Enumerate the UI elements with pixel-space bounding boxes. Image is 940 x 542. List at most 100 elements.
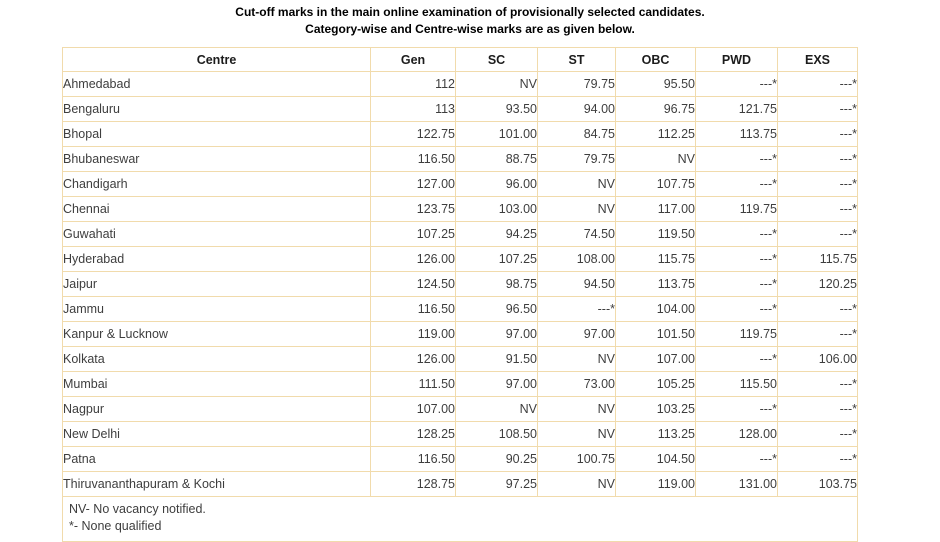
centre-cell: Chennai xyxy=(62,196,371,222)
page-title-line1: Cut-off marks in the main online examina… xyxy=(235,5,705,19)
value-cell-sc: 91.50 xyxy=(455,346,538,372)
centre-cell: Bhubaneswar xyxy=(62,146,371,172)
value-cell-obc: 107.75 xyxy=(615,171,696,197)
value-cell-gen: 126.00 xyxy=(370,246,456,272)
value-cell-st: 79.75 xyxy=(537,71,616,97)
value-cell-pwd: 119.75 xyxy=(695,196,778,222)
value-cell-pwd: ---* xyxy=(695,296,778,322)
centre-cell: Chandigarh xyxy=(62,171,371,197)
value-cell-exs: ---* xyxy=(777,146,858,172)
column-header-centre: Centre xyxy=(62,47,371,72)
table-row: Hyderabad 126.00 107.25 108.00 115.75 ---* 115… xyxy=(62,246,858,272)
note-none-qualified: *- None qualified xyxy=(69,519,162,533)
table-row: Chennai 123.75 103.00 NV 117.00 119.75 ---* xyxy=(62,196,858,222)
value-cell-obc: 115.75 xyxy=(615,246,696,272)
table-notes-cell: NV- No vacancy notified. *- None qualifi… xyxy=(62,496,858,542)
value-cell-st: 74.50 xyxy=(537,221,616,247)
table-row: Bengaluru 113 93.50 94.00 96.75 121.75 ---* xyxy=(62,96,858,122)
value-cell-exs: ---* xyxy=(777,371,858,397)
value-cell-gen: 128.25 xyxy=(370,421,456,447)
value-cell-pwd: 131.00 xyxy=(695,471,778,497)
page-title-line2: Category-wise and Centre-wise marks are … xyxy=(305,22,635,36)
column-header-exs: EXS xyxy=(777,47,858,72)
table-row: Bhopal 122.75 101.00 84.75 112.25 113.75 ---* xyxy=(62,121,858,147)
centre-cell: Ahmedabad xyxy=(62,71,371,97)
table-foot: NV- No vacancy notified. *- None qualifi… xyxy=(62,496,858,542)
table-row: Bhubaneswar 116.50 88.75 79.75 NV ---* ---* xyxy=(62,146,858,172)
value-cell-gen: 107.00 xyxy=(370,396,456,422)
value-cell-st: 94.00 xyxy=(537,96,616,122)
value-cell-obc: 119.50 xyxy=(615,221,696,247)
value-cell-obc: 119.00 xyxy=(615,471,696,497)
table-notes-row: NV- No vacancy notified. *- None qualifi… xyxy=(62,496,858,542)
centre-cell: Hyderabad xyxy=(62,246,371,272)
centre-cell: Patna xyxy=(62,446,371,472)
value-cell-exs: ---* xyxy=(777,296,858,322)
value-cell-sc: 101.00 xyxy=(455,121,538,147)
value-cell-obc: 104.00 xyxy=(615,296,696,322)
centre-cell: Mumbai xyxy=(62,371,371,397)
value-cell-gen: 107.25 xyxy=(370,221,456,247)
value-cell-exs: ---* xyxy=(777,396,858,422)
value-cell-sc: 96.00 xyxy=(455,171,538,197)
value-cell-st: NV xyxy=(537,196,616,222)
note-no-vacancy: NV- No vacancy notified. xyxy=(69,502,206,516)
value-cell-st: 97.00 xyxy=(537,321,616,347)
value-cell-obc: 107.00 xyxy=(615,346,696,372)
value-cell-pwd: 121.75 xyxy=(695,96,778,122)
value-cell-exs: ---* xyxy=(777,221,858,247)
value-cell-obc: 95.50 xyxy=(615,71,696,97)
cutoff-marks-table: Centre Gen SC ST OBC PWD EXS Ahmedabad 112 NV 79.… xyxy=(62,47,858,542)
table-row: Kolkata 126.00 91.50 NV 107.00 ---* 106.00 xyxy=(62,346,858,372)
value-cell-st: NV xyxy=(537,171,616,197)
value-cell-gen: 122.75 xyxy=(370,121,456,147)
column-header-st: ST xyxy=(537,47,616,72)
value-cell-obc: 101.50 xyxy=(615,321,696,347)
centre-cell: Guwahati xyxy=(62,221,371,247)
table-row: Thiruvananthapuram & Kochi 128.75 97.25 NV 1… xyxy=(62,471,858,497)
table-row: Mumbai 111.50 97.00 73.00 105.25 115.50 ---* xyxy=(62,371,858,397)
table-row: Ahmedabad 112 NV 79.75 95.50 ---* ---* xyxy=(62,71,858,97)
value-cell-exs: 106.00 xyxy=(777,346,858,372)
value-cell-obc: 105.25 xyxy=(615,371,696,397)
value-cell-sc: 107.25 xyxy=(455,246,538,272)
value-cell-pwd: ---* xyxy=(695,246,778,272)
value-cell-gen: 116.50 xyxy=(370,446,456,472)
value-cell-st: 108.00 xyxy=(537,246,616,272)
value-cell-gen: 111.50 xyxy=(370,371,456,397)
column-header-pwd: PWD xyxy=(695,47,778,72)
value-cell-pwd: 115.50 xyxy=(695,371,778,397)
table-row: Jaipur 124.50 98.75 94.50 113.75 ---* 120.25 xyxy=(62,271,858,297)
value-cell-obc: 112.25 xyxy=(615,121,696,147)
value-cell-exs: 103.75 xyxy=(777,471,858,497)
table-row: New Delhi 128.25 108.50 NV 113.25 128.00 ---* xyxy=(62,421,858,447)
value-cell-exs: ---* xyxy=(777,171,858,197)
value-cell-pwd: ---* xyxy=(695,396,778,422)
value-cell-pwd: 128.00 xyxy=(695,421,778,447)
value-cell-gen: 112 xyxy=(370,71,456,97)
value-cell-sc: NV xyxy=(455,71,538,97)
value-cell-obc: NV xyxy=(615,146,696,172)
table-row: Jammu 116.50 96.50 ---* 104.00 ---* ---* xyxy=(62,296,858,322)
value-cell-obc: 104.50 xyxy=(615,446,696,472)
column-header-gen: Gen xyxy=(370,47,456,72)
value-cell-exs: ---* xyxy=(777,121,858,147)
value-cell-exs: ---* xyxy=(777,421,858,447)
value-cell-obc: 113.25 xyxy=(615,421,696,447)
value-cell-sc: 93.50 xyxy=(455,96,538,122)
centre-cell: Kolkata xyxy=(62,346,371,372)
centre-cell: Thiruvananthapuram & Kochi xyxy=(62,471,371,497)
value-cell-st: NV xyxy=(537,421,616,447)
value-cell-gen: 116.50 xyxy=(370,296,456,322)
value-cell-sc: 90.25 xyxy=(455,446,538,472)
value-cell-sc: 94.25 xyxy=(455,221,538,247)
value-cell-st: 73.00 xyxy=(537,371,616,397)
value-cell-exs: ---* xyxy=(777,446,858,472)
table-row: Kanpur & Lucknow 119.00 97.00 97.00 101.50 11… xyxy=(62,321,858,347)
value-cell-sc: NV xyxy=(455,396,538,422)
centre-cell: Jammu xyxy=(62,296,371,322)
centre-cell: Bhopal xyxy=(62,121,371,147)
table-row: Chandigarh 127.00 96.00 NV 107.75 ---* ---* xyxy=(62,171,858,197)
value-cell-obc: 113.75 xyxy=(615,271,696,297)
value-cell-st: 94.50 xyxy=(537,271,616,297)
